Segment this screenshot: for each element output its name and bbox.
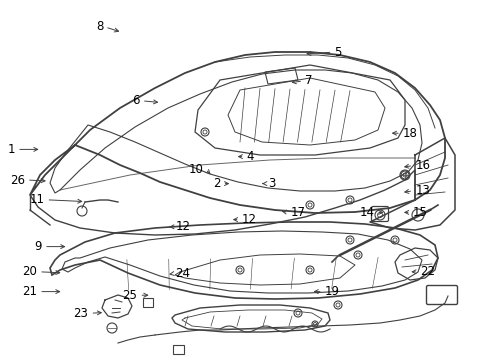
- Text: 20: 20: [22, 265, 37, 278]
- Text: 8: 8: [96, 21, 103, 33]
- Text: 13: 13: [414, 184, 429, 197]
- Text: 26: 26: [10, 174, 25, 186]
- Text: 7: 7: [305, 75, 312, 87]
- Text: 25: 25: [122, 289, 137, 302]
- Text: 12: 12: [175, 220, 190, 233]
- Text: 6: 6: [132, 94, 140, 107]
- Text: 3: 3: [268, 177, 275, 190]
- Text: 1: 1: [8, 143, 15, 156]
- Text: 22: 22: [419, 265, 434, 278]
- Text: 19: 19: [324, 285, 339, 298]
- Text: 4: 4: [246, 150, 253, 163]
- Text: 10: 10: [188, 163, 203, 176]
- Text: 24: 24: [175, 267, 190, 280]
- Text: 18: 18: [402, 127, 417, 140]
- Text: 2: 2: [213, 177, 220, 190]
- Text: 12: 12: [241, 213, 256, 226]
- Text: 17: 17: [290, 206, 305, 219]
- Text: 5: 5: [334, 46, 341, 59]
- Text: 11: 11: [29, 193, 44, 206]
- Text: 16: 16: [414, 159, 429, 172]
- Text: 9: 9: [35, 240, 42, 253]
- Text: 15: 15: [412, 206, 427, 219]
- Text: 23: 23: [73, 307, 88, 320]
- Text: 14: 14: [359, 206, 374, 219]
- Text: 21: 21: [22, 285, 37, 298]
